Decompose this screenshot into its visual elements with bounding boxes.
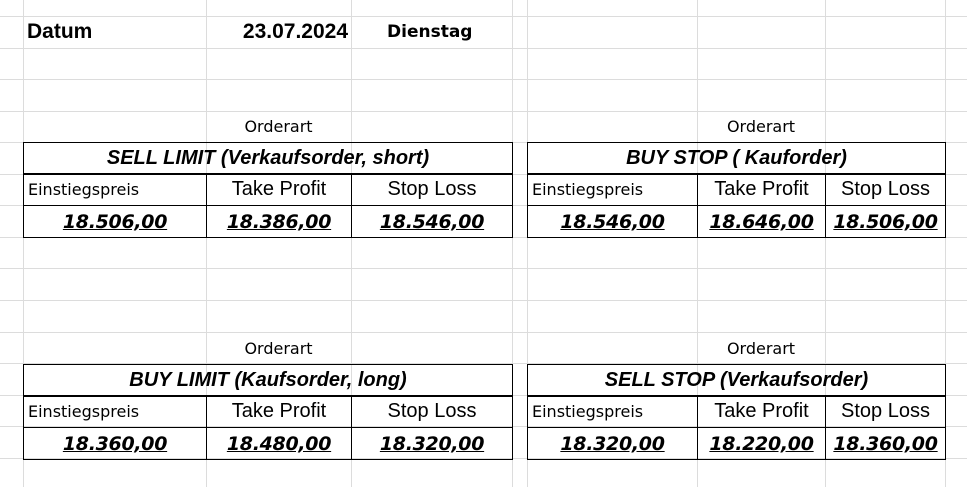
date-label[interactable]: Datum [27, 19, 93, 43]
value-entry-price[interactable]: 18.360,00 [23, 427, 207, 460]
grid-row-line [0, 111, 967, 112]
value-entry-price[interactable]: 18.506,00 [23, 205, 207, 238]
value-take-profit[interactable]: 18.646,00 [697, 205, 826, 238]
column-header-entry-price[interactable]: Einstiegspreis [527, 395, 698, 428]
order-title[interactable]: SELL STOP (Verkaufsorder) [527, 364, 946, 397]
column-header-take-profit[interactable]: Take Profit [697, 395, 826, 428]
value-stop-loss[interactable]: 18.506,00 [825, 205, 946, 238]
order-type-label[interactable]: Orderart [244, 117, 313, 136]
column-header-entry-price[interactable]: Einstiegspreis [23, 173, 207, 206]
order-title[interactable]: BUY LIMIT (Kaufsorder, long) [23, 364, 513, 397]
grid-row-line [0, 458, 967, 459]
grid-row-line [0, 332, 967, 333]
column-header-stop-loss[interactable]: Stop Loss [351, 395, 513, 428]
value-stop-loss[interactable]: 18.360,00 [825, 427, 946, 460]
column-header-take-profit[interactable]: Take Profit [206, 173, 352, 206]
column-header-entry-price[interactable]: Einstiegspreis [527, 173, 698, 206]
value-entry-price[interactable]: 18.320,00 [527, 427, 698, 460]
grid-column-line [945, 0, 946, 487]
value-take-profit[interactable]: 18.386,00 [206, 205, 352, 238]
order-type-label[interactable]: Orderart [726, 117, 796, 136]
grid-column-line [512, 0, 513, 487]
column-header-stop-loss[interactable]: Stop Loss [351, 173, 513, 206]
value-stop-loss[interactable]: 18.320,00 [351, 427, 513, 460]
order-type-label[interactable]: Orderart [726, 339, 796, 358]
grid-row-line [0, 426, 967, 427]
grid-column-line [527, 0, 528, 487]
order-title[interactable]: BUY STOP ( Kauforder) [527, 142, 946, 175]
column-header-take-profit[interactable]: Take Profit [206, 395, 352, 428]
column-header-stop-loss[interactable]: Stop Loss [825, 395, 946, 428]
value-stop-loss[interactable]: 18.546,00 [351, 205, 513, 238]
grid-row-line [0, 48, 967, 49]
date-value[interactable]: 23.07.2024 [242, 19, 348, 43]
value-take-profit[interactable]: 18.480,00 [206, 427, 352, 460]
column-header-take-profit[interactable]: Take Profit [697, 173, 826, 206]
grid-column-line [23, 0, 24, 487]
value-entry-price[interactable]: 18.546,00 [527, 205, 698, 238]
weekday[interactable]: Dienstag [387, 21, 473, 42]
grid-column-line [825, 0, 826, 487]
column-header-stop-loss[interactable]: Stop Loss [825, 173, 946, 206]
order-type-label[interactable]: Orderart [244, 339, 313, 358]
grid-row-line [0, 300, 967, 301]
grid-row-line [0, 16, 967, 17]
grid-row-line [0, 79, 967, 80]
grid-column-line [697, 0, 698, 487]
column-header-entry-price[interactable]: Einstiegspreis [23, 395, 207, 428]
grid-row-line [0, 268, 967, 269]
order-title[interactable]: SELL LIMIT (Verkaufsorder, short) [23, 142, 513, 175]
grid-column-line [206, 0, 207, 487]
grid-row-line [0, 363, 967, 364]
grid-column-line [351, 0, 352, 487]
value-take-profit[interactable]: 18.220,00 [697, 427, 826, 460]
